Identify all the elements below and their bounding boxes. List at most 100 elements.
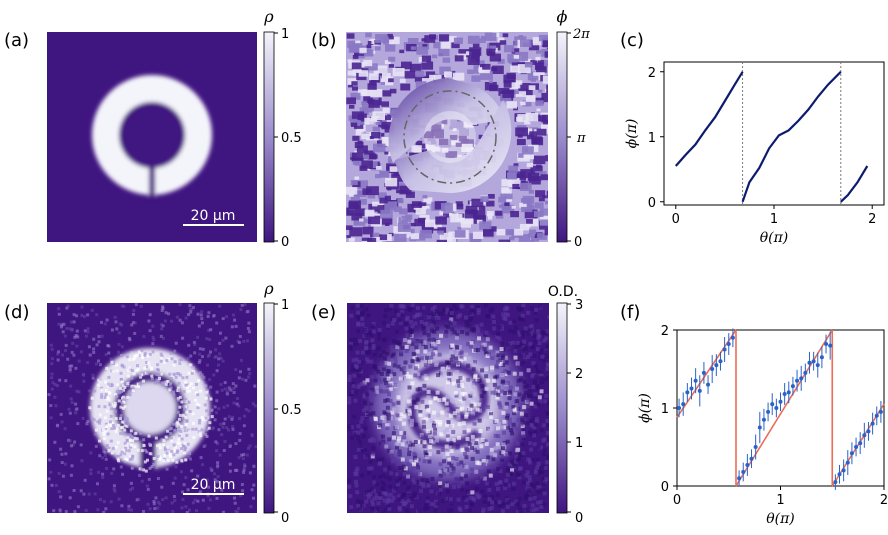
panel-f: (f) 00 1 1 2 2 θ(π) ϕ(π) <box>620 302 888 527</box>
panel-c-ytick-label-2: 2 <box>648 66 656 81</box>
panel-f-point-24 <box>778 399 783 404</box>
panel-f-point-26 <box>786 390 791 395</box>
panel-f-point-20 <box>761 417 766 422</box>
panel-b-colorbar-symbol: ϕ <box>557 7 568 26</box>
panel-f-point-37 <box>833 480 838 485</box>
panel-b: (b) ϕ 2π π 0 <box>311 7 590 250</box>
panel-f-point-29 <box>799 376 804 381</box>
panel-f-label: (f) <box>620 302 640 323</box>
panel-f-point-21 <box>766 409 771 414</box>
panel-d: (d) 20 µm ρ 1 0.5 0 <box>4 279 302 526</box>
panel-f-point-7 <box>706 382 711 387</box>
panel-e-label: (e) <box>311 302 336 323</box>
panel-f-point-42 <box>854 445 859 449</box>
panel-d-label: (d) <box>4 302 29 323</box>
panel-f-ylabel: ϕ(π) <box>637 393 653 423</box>
panel-b-vortex <box>388 78 512 194</box>
panel-f-xtick-label-1: 1 <box>776 493 784 508</box>
panel-f-point-48 <box>878 409 883 414</box>
panel-e-colorbar-tick-0: 0 <box>575 511 583 526</box>
panel-c-label: (c) <box>620 30 644 51</box>
panel-a-colorbar-tick-0: 0 <box>281 235 289 250</box>
panel-a-colorbar-tick-1: 1 <box>281 27 289 42</box>
panel-c-xtick-label-0: 0 <box>672 212 680 227</box>
panel-d-colorbar-symbol: ρ <box>263 279 274 298</box>
panel-f-point-14 <box>737 476 742 481</box>
panel-f-point-1 <box>681 402 686 407</box>
panel-c-series-2 <box>840 165 869 203</box>
panel-c-xlabel: θ(π) <box>760 230 789 246</box>
panel-b-colorbar-tick-0: 0 <box>574 235 582 250</box>
panel-f-point-12 <box>726 342 731 347</box>
panel-f-point-0 <box>677 406 682 410</box>
panel-f-point-3 <box>689 386 694 391</box>
panel-d-colorbar-tick-05: 0.5 <box>281 403 302 418</box>
panel-c-xtick-label-1: 1 <box>770 212 778 227</box>
panel-f-xtick-label-2: 2 <box>880 493 888 508</box>
panel-f-point-8 <box>710 367 715 371</box>
panel-c-xtick-label-2: 2 <box>868 212 876 227</box>
panel-f-point-23 <box>774 406 779 410</box>
panel-e-colorbar <box>556 302 568 514</box>
panel-f-point-34 <box>819 355 824 360</box>
panel-f-fit-0 <box>676 329 737 418</box>
panel-d-speckle <box>88 348 214 473</box>
panel-d-colorbar <box>263 302 275 514</box>
panel-e-colorbar-symbol: O.D. <box>548 284 578 300</box>
panel-e-colorbar-tick-1: 1 <box>575 436 583 451</box>
panel-f-point-33 <box>815 363 820 368</box>
panel-f-point-27 <box>790 384 795 389</box>
panel-f-fit-2 <box>831 403 885 487</box>
panel-a: (a) 20 µm ρ 1 0.5 0 <box>4 7 302 250</box>
panel-e-noise <box>347 303 549 513</box>
panel-f-ytick-label-2: 2 <box>661 324 669 339</box>
panel-f-point-17 <box>749 456 754 461</box>
panel-f-point-18 <box>753 445 758 449</box>
panel-b-colorbar <box>556 31 568 243</box>
panel-f-point-25 <box>782 391 787 396</box>
panel-f-point-38 <box>837 472 842 477</box>
panel-c-ytick-label-1: 1 <box>648 131 656 146</box>
panel-c-series-1 <box>741 71 842 203</box>
panel-a-colorbar <box>263 31 275 243</box>
panel-c-axes-frame <box>663 61 885 206</box>
panel-c-plot: 0 0 1 1 2 2 θ(π) ϕ(π) <box>624 61 885 246</box>
panel-f-point-47 <box>874 413 879 418</box>
panel-f-point-22 <box>770 402 775 407</box>
panel-f-point-28 <box>795 378 800 383</box>
panel-f-point-9 <box>714 363 719 368</box>
panel-f-point-39 <box>841 468 846 473</box>
panel-a-label: (a) <box>4 30 29 51</box>
panel-f-ytick-label-0: 0 <box>661 480 669 495</box>
panel-d-colorbar-tick-0: 0 <box>281 511 289 526</box>
panel-b-colorbar-tick-pi: π <box>576 131 586 146</box>
panel-e-colorbar-tick-2: 2 <box>575 367 583 382</box>
panel-b-dashed-circle <box>403 90 497 184</box>
panel-f-point-15 <box>741 469 746 474</box>
panel-a-ring <box>92 75 212 200</box>
panel-d-colorbar-tick-1: 1 <box>281 298 289 313</box>
panel-f-point-46 <box>870 421 875 426</box>
panel-f-point-45 <box>866 429 871 434</box>
panel-c-ylabel: ϕ(π) <box>624 119 640 149</box>
panel-f-point-19 <box>757 425 762 430</box>
panel-f-point-32 <box>811 359 816 364</box>
panel-f-point-10 <box>718 359 723 364</box>
panel-c-ytick-label-0: 0 <box>648 196 656 211</box>
panel-f-point-6 <box>701 370 706 375</box>
panel-a-scalebar-label: 20 µm <box>191 208 236 224</box>
panel-f-point-5 <box>697 388 702 393</box>
panel-e: (e) O.D. 3 2 1 0 <box>311 284 583 526</box>
panel-c-series-0 <box>674 71 744 167</box>
panel-f-point-40 <box>845 460 850 465</box>
panel-b-colorbar-tick-2pi: 2π <box>572 27 590 42</box>
panel-f-point-44 <box>862 433 867 438</box>
panel-f-point-43 <box>858 441 863 446</box>
panel-f-point-11 <box>722 347 727 352</box>
panel-b-label: (b) <box>311 30 336 51</box>
panel-f-point-16 <box>745 462 750 467</box>
panel-f-point-13 <box>730 335 735 340</box>
panel-f-point-35 <box>824 342 829 347</box>
panel-f-plot: 00 1 1 2 2 θ(π) ϕ(π) <box>637 324 888 527</box>
